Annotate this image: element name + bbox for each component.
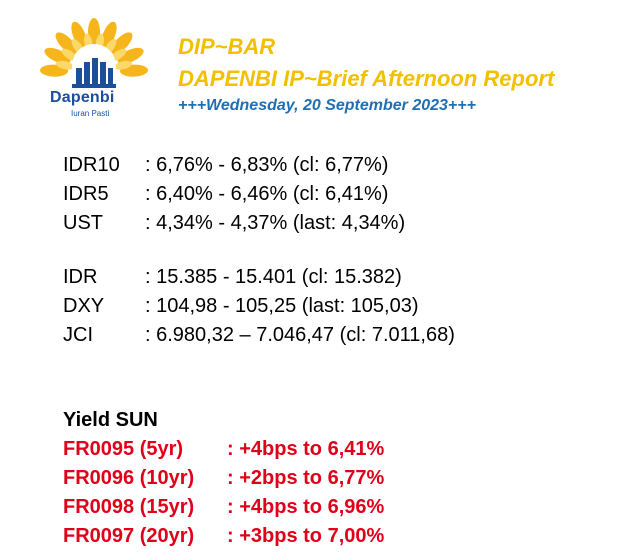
rates-section: IDR10 : 6,76% - 6,83% (cl: 6,77%) IDR5 :… (63, 152, 405, 239)
market-row-jci: JCI : 6.980,32 – 7.046,47 (cl: 7.011,68) (63, 322, 455, 351)
rate-row-ust: UST : 4,34% - 4,37% (last: 4,34%) (63, 210, 405, 239)
rate-label: IDR10 (63, 154, 120, 176)
yield-series: FR0097 (20yr) (63, 525, 195, 547)
yield-change: : +4bps to 6,41% (227, 438, 385, 460)
logo-tagline-text: Iuran Pasti (71, 109, 110, 118)
yield-row-fr0098: FR0098 (15yr) : +4bps to 6,96% (63, 494, 384, 523)
rate-value: : 6,76% - 6,83% (cl: 6,77%) (145, 154, 389, 176)
yield-row-fr0096: FR0096 (10yr) : +2bps to 6,77% (63, 465, 384, 494)
rate-row-idr5: IDR5 : 6,40% - 6,46% (cl: 6,41%) (63, 181, 405, 210)
yield-row-fr0097: FR0097 (20yr) : +3bps to 7,00% (63, 523, 384, 552)
rate-value: : 4,34% - 4,37% (last: 4,34%) (145, 212, 406, 234)
yield-series: FR0096 (10yr) (63, 467, 195, 489)
yield-series: FR0098 (15yr) (63, 496, 195, 518)
rate-label: IDR5 (63, 183, 109, 205)
market-row-dxy: DXY : 104,98 - 105,25 (last: 105,03) (63, 293, 455, 322)
yield-sun-section: Yield SUN FR0095 (5yr) : +4bps to 6,41% … (63, 407, 384, 552)
market-value: : 104,98 - 105,25 (last: 105,03) (145, 295, 419, 317)
market-label: JCI (63, 324, 93, 346)
market-value: : 6.980,32 – 7.046,47 (cl: 7.011,68) (145, 324, 455, 346)
market-label: DXY (63, 295, 105, 317)
yield-change: : +4bps to 6,96% (227, 496, 385, 518)
yield-series: FR0095 (5yr) (63, 438, 184, 460)
markets-section: IDR : 15.385 - 15.401 (cl: 15.382) DXY :… (63, 264, 455, 351)
yield-sun-heading: Yield SUN (63, 409, 158, 431)
dapenbi-logo: Dapenbi Iuran Pasti (28, 14, 160, 122)
rate-row-idr10: IDR10 : 6,76% - 6,83% (cl: 6,77%) (63, 152, 405, 181)
logo-brand-text: Dapenbi (50, 89, 115, 106)
rate-label: UST (63, 212, 103, 234)
yield-row-fr0095: FR0095 (5yr) : +4bps to 6,41% (63, 436, 384, 465)
sunburst-building-icon (40, 18, 148, 88)
yield-change: : +2bps to 6,77% (227, 467, 385, 489)
market-value: : 15.385 - 15.401 (cl: 15.382) (145, 266, 402, 288)
market-label: IDR (63, 266, 98, 288)
report-date: +++Wednesday, 20 September 2023+++ (178, 97, 476, 114)
yield-change: : +3bps to 7,00% (227, 525, 385, 547)
market-row-idr: IDR : 15.385 - 15.401 (cl: 15.382) (63, 264, 455, 293)
rate-value: : 6,40% - 6,46% (cl: 6,41%) (145, 183, 389, 205)
report-code-title: DIP~BAR (178, 34, 276, 59)
report-full-title: DAPENBI IP~Brief Afternoon Report (178, 66, 555, 91)
report-title-block: DIP~BAR DAPENBI IP~Brief Afternoon Repor… (178, 34, 554, 116)
